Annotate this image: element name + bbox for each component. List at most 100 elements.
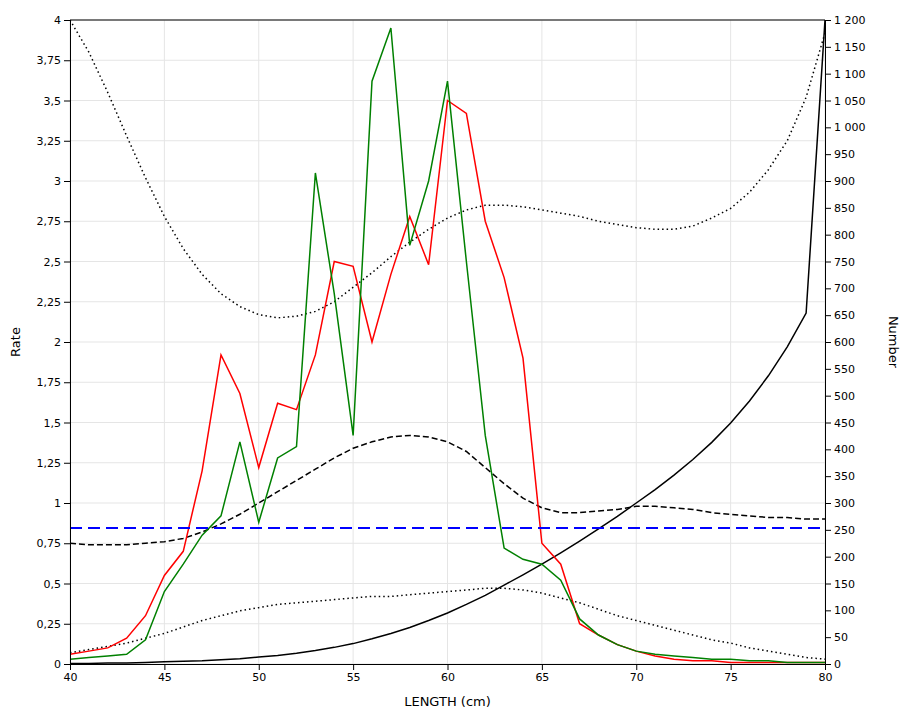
tick-label: 200	[834, 551, 855, 564]
tick-mark	[825, 584, 831, 585]
tick-label: 450	[834, 417, 855, 430]
tick-mark	[64, 60, 70, 61]
tick-mark	[64, 262, 70, 263]
y-axis-title: Rate	[8, 327, 23, 357]
tick-label: 2,75	[37, 215, 62, 228]
tick: 1 150	[825, 41, 866, 54]
tick-label: 50	[252, 671, 266, 684]
chart-svg: 40455055606570758000,250,50,7511,251,51,…	[0, 0, 905, 720]
tick-label: 40	[64, 671, 78, 684]
tick: 1 050	[825, 95, 866, 108]
tick-label: 500	[834, 390, 855, 403]
tick-label: 2,25	[37, 296, 62, 309]
tick-mark	[164, 664, 165, 670]
tick: 600	[825, 336, 855, 349]
tick-mark	[825, 637, 831, 638]
tick: 150	[825, 578, 855, 591]
tick: 0	[54, 658, 70, 671]
grid-line-y	[70, 382, 825, 383]
tick-mark	[825, 154, 831, 155]
tick-label: 100	[834, 604, 855, 617]
tick: 400	[825, 443, 855, 456]
tick-mark	[64, 382, 70, 383]
tick-label: 400	[834, 443, 855, 456]
tick: 0	[825, 658, 841, 671]
tick: 3,5	[44, 95, 71, 108]
tick-mark	[825, 476, 831, 477]
tick-mark	[825, 664, 831, 665]
tick: 2,5	[44, 256, 71, 269]
series-line	[70, 28, 825, 662]
tick-label: 700	[834, 282, 855, 295]
tick-label: 0	[54, 658, 61, 671]
tick: 0,25	[37, 618, 71, 631]
tick: 1	[54, 497, 70, 510]
tick-label: 3,5	[44, 95, 62, 108]
axis-line	[826, 21, 832, 665]
grid-line-y	[70, 60, 825, 61]
axis-line	[64, 21, 71, 665]
tick-mark	[448, 664, 449, 670]
tick: 650	[825, 309, 855, 322]
tick-label: 65	[535, 671, 549, 684]
tick-label: 1	[54, 497, 61, 510]
tick: 200	[825, 551, 855, 564]
grid-line-y	[70, 503, 825, 504]
plot-frame	[70, 20, 825, 21]
tick-mark	[825, 315, 831, 316]
tick: 100	[825, 604, 855, 617]
tick-mark	[636, 664, 637, 670]
tick-label: 900	[834, 175, 855, 188]
tick-mark	[825, 235, 831, 236]
tick: 45	[158, 664, 172, 684]
tick-mark	[64, 624, 70, 625]
grid	[70, 20, 825, 664]
tick-mark	[64, 503, 70, 504]
chart-container: 40455055606570758000,250,50,7511,251,51,…	[0, 0, 905, 720]
tick-label: 55	[347, 671, 361, 684]
tick-label: 1,75	[37, 376, 62, 389]
tick-mark	[825, 557, 831, 558]
tick: 950	[825, 148, 855, 161]
axis-line	[71, 665, 826, 671]
grid-line-y	[70, 20, 825, 21]
tick-mark	[825, 74, 831, 75]
tick-label: 0,75	[37, 537, 62, 550]
tick-mark	[825, 423, 831, 424]
x-axis-title: LENGTH (cm)	[404, 694, 491, 709]
series-line	[70, 435, 825, 544]
y2-axis-title: Number	[886, 316, 901, 369]
grid-line-y	[70, 261, 825, 262]
tick-label: 0,25	[37, 618, 62, 631]
tick-mark	[825, 288, 831, 289]
tick-label: 1,25	[37, 457, 62, 470]
tick-mark	[825, 342, 831, 343]
tick: 80	[819, 664, 833, 684]
grid-line-y	[70, 342, 825, 343]
tick-label: 45	[158, 671, 172, 684]
tick: 1,5	[44, 417, 71, 430]
tick-mark	[64, 101, 70, 102]
tick-label: 2,5	[44, 256, 62, 269]
grid-line-y	[70, 583, 825, 584]
grid-line-y	[70, 543, 825, 544]
tick: 750	[825, 256, 855, 269]
tick-label: 1 200	[834, 14, 866, 27]
tick: 2	[54, 336, 70, 349]
tick-mark	[825, 530, 831, 531]
tick-label: 600	[834, 336, 855, 349]
tick-mark	[825, 47, 831, 48]
plot-area	[70, 20, 825, 663]
x-axis: 404550556065707580	[64, 664, 833, 684]
tick-mark	[825, 369, 831, 370]
grid-line-y	[70, 221, 825, 222]
tick: 65	[535, 664, 549, 684]
tick-mark	[259, 664, 260, 670]
tick: 700	[825, 282, 855, 295]
tick-label: 150	[834, 578, 855, 591]
tick-mark	[825, 262, 831, 263]
tick: 300	[825, 497, 855, 510]
y-axis-right: 0501001502002503003504004505005506006507…	[825, 14, 866, 671]
tick-mark	[64, 342, 70, 343]
tick-mark	[825, 449, 831, 450]
